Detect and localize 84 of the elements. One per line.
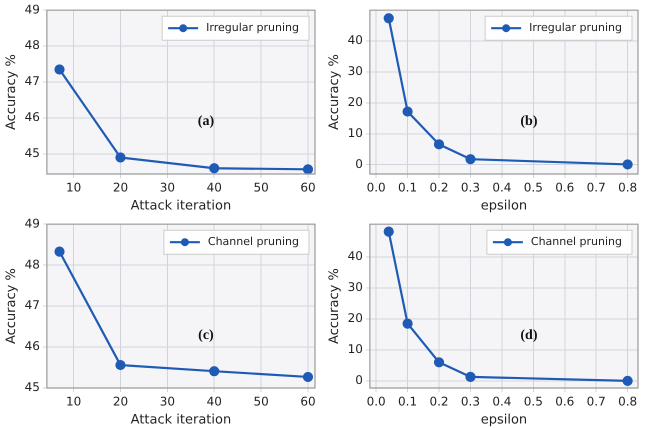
y-axis-title: Accuracy % [4,268,20,344]
x-tick-label: 0.6 [555,180,574,194]
point [384,226,394,237]
x-tick-label: 0.8 [618,180,638,194]
x-tick-label: 10 [66,180,82,194]
x-tick-label: 40 [206,180,222,194]
x-tick-label: 0.2 [429,394,449,408]
point [622,376,633,386]
x-tick-label: 0.0 [366,394,386,408]
x-tick-label: 50 [253,180,269,194]
point [402,318,413,329]
y-tick-label: 46 [24,110,40,124]
legend-label: Channel pruning [530,235,622,248]
point [54,64,65,75]
annotation: (d) [520,328,538,344]
x-tick-label: 50 [253,394,269,408]
y-axis-title: Accuracy % [327,268,342,344]
x-tick-label: 60 [300,180,316,194]
point [302,164,314,174]
x-tick-label: 0.4 [492,394,512,408]
annotation: (c) [198,328,214,344]
x-tick-label: 20 [112,394,128,408]
y-tick-label: 0 [355,156,363,171]
legend-label: Channel pruning [208,235,300,248]
y-tick-label: 10 [348,342,363,356]
y-tick-label: 20 [348,311,363,326]
y-tick-label: 47 [24,298,40,312]
y-tick-label: 40 [348,33,363,48]
x-tick-label: 0.5 [524,180,543,194]
y-tick-label: 40 [348,249,363,264]
point [209,366,220,376]
x-tick-label: 0.6 [555,394,574,408]
point [622,159,633,170]
annotation: (a) [198,114,214,130]
point [434,357,444,368]
point [209,163,220,174]
x-axis-title: epsilon [480,198,528,214]
legend-label: Irregular pruning [529,21,622,34]
x-axis-title: epsilon [480,412,528,428]
y-tick-label: 20 [348,95,363,110]
x-tick-label: 0.8 [618,394,638,408]
legend-label: Irregular pruning [206,21,300,34]
x-tick-label: 0.3 [460,180,480,194]
y-tick-label: 48 [24,257,40,272]
point [402,106,413,117]
x-tick-label: 30 [160,180,175,194]
x-tick-label: 0.5 [524,394,543,408]
x-tick-label: 0.1 [398,180,418,194]
point [115,360,126,370]
y-tick-label: 48 [24,38,40,52]
x-tick-label: 0.3 [460,394,480,408]
y-tick-label: 47 [24,74,40,88]
point [384,13,394,24]
point [465,372,476,382]
point [434,139,444,150]
x-tick-label: 0.4 [492,180,512,194]
y-tick-label: 45 [24,146,40,160]
point [115,152,126,163]
x-tick-label: 10 [66,394,82,408]
y-tick-label: 49 [24,216,40,230]
x-axis-title: Attack iteration [130,412,232,428]
x-tick-label: 0.2 [429,180,449,194]
x-tick-label: 0.7 [586,394,606,408]
y-tick-label: 45 [24,380,40,394]
x-tick-label: 20 [112,180,128,194]
x-tick-label: 0.0 [366,180,386,194]
y-tick-label: 0 [355,373,363,388]
x-tick-label: 0.1 [398,394,418,408]
y-tick-label: 10 [348,126,363,140]
y-axis-title: Accuracy % [4,54,20,130]
y-tick-label: 30 [348,64,363,78]
point [302,372,314,382]
x-axis-title: Attack iteration [130,198,232,214]
x-tick-label: 30 [160,394,175,408]
x-tick-label: 60 [300,394,316,408]
point [465,154,476,164]
y-tick-label: 30 [348,280,363,294]
y-axis-title: Accuracy % [327,54,342,130]
x-tick-label: 0.7 [586,180,606,194]
x-tick-label: 40 [206,394,222,408]
annotation: (b) [520,114,538,130]
point [54,246,65,257]
y-tick-label: 46 [24,339,40,354]
y-tick-label: 49 [24,2,40,16]
